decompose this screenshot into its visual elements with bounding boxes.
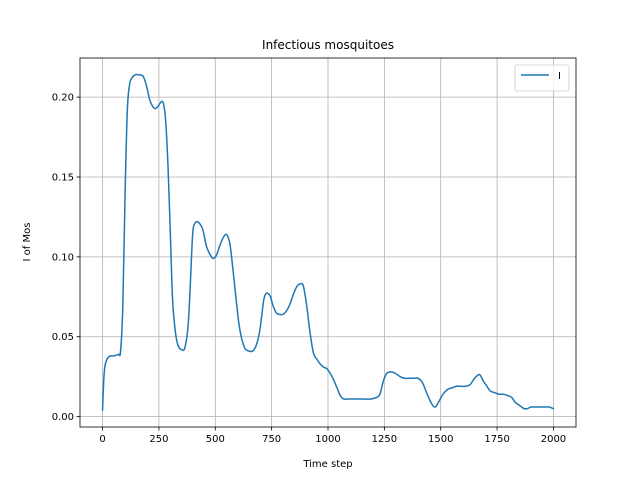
ticks: 0 250 500 750 1000 1250 1500 1750 2000 0.00 0.05 0.… [52,93,566,445]
x-tick-label: 1500 [428,434,453,445]
legend-label-i: I [558,71,561,82]
series-layer [101,73,555,411]
series-line-i [101,73,555,411]
x-tick-label: 1000 [315,434,340,445]
y-axis-label: I of Mos [22,223,33,262]
chart-title: Infectious mosquitoes [262,38,394,52]
grid [80,58,576,427]
x-tick-label: 500 [206,434,225,445]
y-tick-label: 0.00 [52,412,74,423]
y-tick-label: 0.15 [52,173,74,184]
x-tick-label: 0 [99,434,105,445]
y-tick-label: 0.20 [52,93,74,104]
x-tick-label: 750 [262,434,281,445]
legend: I [514,64,570,92]
x-tick-label: 1250 [372,434,397,445]
legend-box [514,64,570,92]
y-tick-label: 0.05 [52,332,74,343]
x-tick-label: 2000 [541,434,566,445]
x-tick-label: 1750 [484,434,509,445]
y-tick-label: 0.10 [52,252,74,263]
x-tick-label: 250 [149,434,168,445]
x-axis-label: Time step [302,459,352,470]
